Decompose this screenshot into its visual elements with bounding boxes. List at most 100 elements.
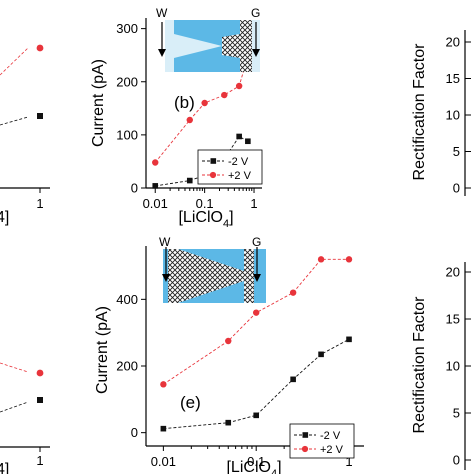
right-y-tick-label: 0	[453, 453, 460, 468]
left-bottom-xlabel-fragment: 4]	[0, 461, 9, 474]
inset-top-arrowhead-w	[158, 49, 166, 57]
panel-label: (b)	[174, 93, 195, 112]
legend-marker	[210, 158, 217, 164]
left-top-red-marker	[36, 44, 44, 52]
left-top-panel: 1 4]	[0, 44, 50, 226]
inset-bottom-arrowhead-w	[162, 274, 170, 282]
inset-top-hatch-tip	[222, 34, 240, 58]
y-tick-label: 300	[116, 21, 138, 36]
right-y-tick-label: 20	[446, 265, 460, 280]
inset-top-channel-walls	[174, 20, 240, 72]
x-axis-label: [LiClO4]	[226, 459, 281, 474]
left-bottom-red-line	[0, 362, 29, 373]
inset-bottom-label-g: G	[252, 235, 261, 249]
data-point-circle	[201, 99, 208, 107]
data-point-square	[253, 412, 259, 419]
data-point-square	[160, 425, 167, 432]
inset-bottom-arrowhead-g	[253, 274, 261, 282]
right-y-tick-label: 15	[446, 312, 460, 327]
inset-bottom-hatch-cone	[178, 249, 244, 303]
data-point-square	[186, 177, 193, 184]
left-top-red-line	[0, 47, 29, 76]
chart-e: 0.01 0.1 1 0 200 400 [LiClO4] Current (pA) (e) -2…	[94, 235, 364, 474]
left-bottom-black-marker	[37, 397, 43, 403]
right-y-tick-label: 10	[446, 359, 460, 374]
x-tick-label: 1	[250, 196, 257, 211]
data-point-circle	[235, 82, 243, 90]
y-tick-label: 0	[131, 181, 138, 196]
data-point-circle	[289, 289, 297, 296]
left-top-xlabel-fragment: 4]	[0, 209, 9, 226]
x-tick-label: 1	[345, 454, 352, 469]
right-top-panel: Rectification Factor 20 15 10 5 0	[411, 30, 471, 196]
left-bottom-black-line	[0, 401, 29, 413]
x-tick-label: 0.01	[151, 454, 176, 469]
right-y-tick-label: 5	[453, 144, 460, 159]
legend: -2 V +2 V	[289, 423, 355, 459]
right-y-tick-label: 10	[446, 108, 460, 123]
legend-box	[197, 149, 263, 185]
inset-bottom-hatch-wall-left	[168, 249, 178, 303]
inset-bottom-hatch-wall-right	[244, 249, 254, 303]
y-tick-label: 400	[116, 292, 138, 307]
data-point-circle	[225, 337, 232, 345]
series-line	[154, 34, 255, 163]
y-axis-label: Current (pA)	[94, 306, 111, 394]
legend-label: +2 V	[228, 170, 252, 182]
right-top-ylabel: Rectification Factor	[411, 43, 428, 181]
x-tick-label: 0.1	[196, 196, 214, 211]
inset-top-label-w: W	[156, 6, 168, 20]
x-axis-label: [LiClO4]	[178, 209, 233, 230]
data-point-circle	[221, 91, 228, 99]
legend-label: +2 V	[320, 444, 344, 456]
y-tick-label: 200	[116, 74, 138, 89]
chart-b: 0.01 0.1 1 0 100 200 300 [LiClO4] Current (pA) (b…	[90, 6, 263, 230]
y-tick-label: 200	[116, 359, 138, 374]
inset-bottom-label-w: W	[159, 235, 171, 249]
inset-channel-bottom: W G	[159, 235, 266, 303]
legend-label: -2 V	[228, 156, 249, 168]
data-point-square	[225, 419, 232, 426]
y-tick-label: 0	[131, 425, 138, 440]
data-point-circle	[152, 159, 159, 166]
data-point-square	[346, 336, 352, 343]
inset-top-label-g: G	[251, 6, 260, 20]
legend: -2 V +2 V	[197, 149, 263, 185]
y-axis-label: Current (pA)	[90, 59, 107, 147]
panel-label: (e)	[180, 393, 201, 412]
data-point-circle	[160, 381, 167, 388]
legend-label: -2 V	[320, 430, 341, 442]
right-y-tick-label: 20	[446, 35, 460, 50]
right-bottom-ylabel: Rectification Factor	[411, 296, 428, 434]
left-top-black-line	[0, 116, 29, 126]
legend-marker	[301, 445, 309, 453]
right-bottom-panel: Rectification Factor 20 15 10 5 0	[411, 262, 471, 470]
y-tick-label: 100	[116, 127, 138, 142]
left-bottom-red-marker	[36, 369, 44, 377]
right-y-tick-label: 5	[453, 406, 460, 421]
left-top-tick-label: 1	[36, 196, 43, 211]
data-point-circle	[186, 116, 193, 124]
inset-top-hatch-wall	[240, 20, 252, 72]
data-point-square	[152, 183, 159, 189]
legend-marker	[302, 432, 309, 438]
legend-marker	[209, 171, 217, 179]
legend-box	[289, 423, 355, 459]
data-point-square	[290, 376, 296, 383]
right-y-tick-label: 0	[453, 181, 460, 196]
right-y-tick-label: 15	[446, 71, 460, 86]
inset-top-arrowhead-g	[252, 49, 260, 57]
left-top-black-marker	[37, 113, 43, 119]
inset-channel-top: W G	[156, 6, 260, 72]
data-point-circle	[317, 256, 325, 263]
data-point-square	[236, 133, 242, 140]
data-point-circle	[252, 309, 260, 316]
data-point-square	[318, 351, 324, 358]
left-bottom-tick-label: 1	[36, 453, 43, 468]
x-tick-label: 0.01	[143, 196, 168, 211]
x-tick-label: 0.1	[247, 454, 265, 469]
data-point-square	[245, 138, 251, 145]
series-line	[163, 258, 349, 385]
data-point-circle	[345, 256, 353, 263]
left-bottom-panel: 1 4]	[0, 362, 50, 474]
